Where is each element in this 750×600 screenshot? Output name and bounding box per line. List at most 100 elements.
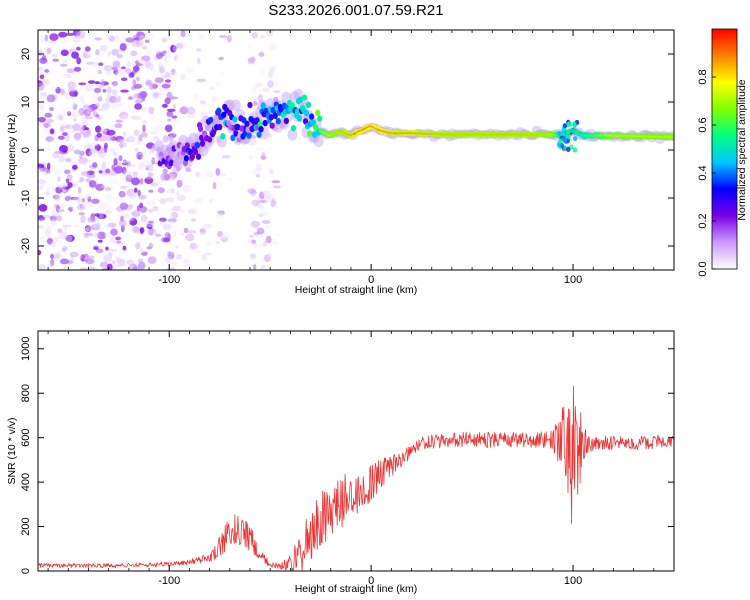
colorbar-tick-label: 0.2 bbox=[697, 213, 709, 228]
spectrogram-noise-blob bbox=[97, 107, 106, 112]
spectrogram-noise-blob bbox=[252, 168, 261, 176]
spectrogram-noise-blob bbox=[142, 124, 146, 133]
spectrogram-noise-blob bbox=[116, 240, 121, 244]
spectrogram-noise-blob bbox=[174, 245, 179, 249]
spectrogram-noise-blob bbox=[170, 68, 176, 76]
spectrogram-noise-blob bbox=[202, 223, 212, 229]
spectrogram-ridge-cell bbox=[195, 153, 202, 160]
spectrogram-noise-blob bbox=[133, 129, 140, 137]
spectrogram-noise-blob bbox=[227, 177, 233, 181]
spectrogram-noise-blob bbox=[71, 114, 78, 118]
spectrogram-noise-blob bbox=[72, 103, 78, 110]
colorbar: 0.0 0.2 0.4 0.6 0.8 Normalized spectral ampl… bbox=[697, 28, 748, 277]
spectrogram-noise-blob bbox=[61, 247, 67, 253]
colorbar-bar bbox=[711, 28, 738, 270]
spectrogram-noise-blob bbox=[85, 192, 92, 200]
spectrogram-noise-blob bbox=[217, 210, 225, 216]
spectrogram-noise-blob bbox=[76, 179, 82, 183]
spectrogram-noise-blob bbox=[187, 208, 196, 214]
spectrogram-noise-blob bbox=[104, 186, 112, 192]
spectrogram-noise-blob bbox=[95, 114, 100, 118]
spectrogram-noise-blob bbox=[271, 180, 281, 184]
spectrogram-noise-blob bbox=[195, 48, 202, 52]
spectrogram-noise-blob bbox=[154, 77, 164, 84]
spectrogram-noise-blob bbox=[198, 34, 205, 41]
spectrogram-noise-blob bbox=[148, 106, 155, 114]
spectrogram-noise-blob bbox=[115, 257, 122, 264]
spectrogram-noise-blob bbox=[39, 236, 49, 242]
spectrogram-noise-blob bbox=[101, 102, 110, 110]
spectrogram-noise-blob bbox=[111, 95, 122, 103]
spectrogram-noise-blob bbox=[166, 118, 172, 122]
spectrogram-noise-blob bbox=[42, 169, 52, 176]
spectrogram-noise-blob bbox=[137, 92, 147, 100]
spectrogram-noise-blob bbox=[176, 36, 182, 41]
spectrogram-noise-blob bbox=[69, 206, 74, 213]
spectrogram-noise-blob bbox=[41, 78, 50, 86]
spectrogram-noise-blob bbox=[58, 185, 66, 190]
spectrogram-noise-blob bbox=[104, 64, 114, 72]
spectrogram-noise-blob bbox=[55, 215, 63, 222]
spectrogram-noise-blob bbox=[112, 260, 116, 265]
spectrogram-noise-blob bbox=[45, 191, 50, 196]
spectrogram-noise-blob bbox=[102, 88, 107, 93]
spectrogram-noise-blob bbox=[139, 202, 144, 209]
spectrogram-noise-blob bbox=[87, 216, 97, 223]
spectrogram-noise-blob bbox=[90, 224, 100, 231]
spectrogram-noise-blob bbox=[144, 39, 150, 43]
spectrogram-noise-blob bbox=[157, 178, 166, 187]
spectrogram-noise-blob bbox=[267, 185, 272, 194]
spectrogram-ridge-cell bbox=[246, 132, 252, 139]
colorbar-ticks: 0.0 0.2 0.4 0.6 0.8 bbox=[697, 69, 716, 277]
spectrogram-noise-blob bbox=[110, 102, 120, 110]
spectrogram-noise-blob bbox=[161, 37, 168, 43]
spectrogram-noise-blob bbox=[268, 132, 273, 139]
spectrogram-noise-blob bbox=[189, 109, 193, 113]
spectrogram-noise-blob bbox=[164, 79, 172, 83]
spectrogram-noise-blob bbox=[196, 78, 206, 83]
spectrogram-noise-blob bbox=[258, 52, 265, 57]
spectrogram-noise-blob bbox=[92, 62, 99, 67]
spectrogram-noise-blob bbox=[59, 38, 68, 44]
spectrogram-noise-blob bbox=[275, 233, 281, 237]
spectrogram-noise-blob bbox=[39, 74, 45, 80]
spectrogram-noise-blob bbox=[79, 177, 85, 182]
spectrogram-ridge-cell bbox=[207, 136, 213, 143]
spectrogram-ridge-cell bbox=[194, 141, 201, 149]
spectrogram-noise-blob bbox=[45, 230, 51, 238]
spectrogram-noise-blob bbox=[92, 162, 98, 168]
spectrogram-noise-blob bbox=[153, 92, 160, 99]
spectrogram-noise-blob bbox=[66, 245, 74, 250]
spectrogram-y-label: Frequency (Hz) bbox=[6, 114, 18, 186]
spectrogram-noise-blob bbox=[113, 69, 119, 75]
spectrogram-noise-blob bbox=[166, 188, 173, 194]
spectrogram-noise-blob bbox=[50, 241, 57, 248]
spectrogram-noise-blob bbox=[98, 212, 104, 220]
spectrogram-noise-blob bbox=[185, 233, 195, 242]
spectrogram-noise-blob bbox=[45, 169, 51, 174]
spectrogram-noise-blob bbox=[66, 111, 72, 116]
snr-y-tick-label: 200 bbox=[20, 517, 32, 535]
spectrogram-noise-blob bbox=[73, 66, 82, 72]
spectrogram-noise-blob bbox=[58, 208, 63, 213]
spectrogram-noise-blob bbox=[45, 136, 54, 142]
spectrogram-noise-blob bbox=[271, 197, 276, 205]
spectrogram-noise-blob bbox=[149, 146, 157, 152]
spectrogram-plot-area bbox=[38, 30, 674, 270]
spectrogram-ridge-cell bbox=[272, 112, 278, 120]
spectrogram-noise-blob bbox=[62, 224, 72, 228]
spectrogram-ridge-cell bbox=[189, 153, 196, 160]
spectrogram-noise-blob bbox=[108, 49, 112, 55]
spectrogram-noise-blob bbox=[262, 87, 270, 92]
spectrogram-noise-blob bbox=[205, 170, 214, 178]
spectrogram-noise-blob bbox=[122, 159, 127, 164]
spectrogram-noise-blob bbox=[141, 153, 149, 162]
spectrogram-noise-blob bbox=[107, 222, 117, 228]
spectrogram-noise-blob bbox=[125, 67, 132, 74]
spectrogram-disturbance-blob bbox=[570, 128, 576, 134]
spectrogram-noise-blob bbox=[129, 217, 138, 226]
figure-title: S233.2026.001.07.59.R21 bbox=[268, 2, 443, 19]
spectrogram-noise-field bbox=[38, 30, 282, 270]
spectrogram-ridge-cell bbox=[205, 124, 211, 132]
